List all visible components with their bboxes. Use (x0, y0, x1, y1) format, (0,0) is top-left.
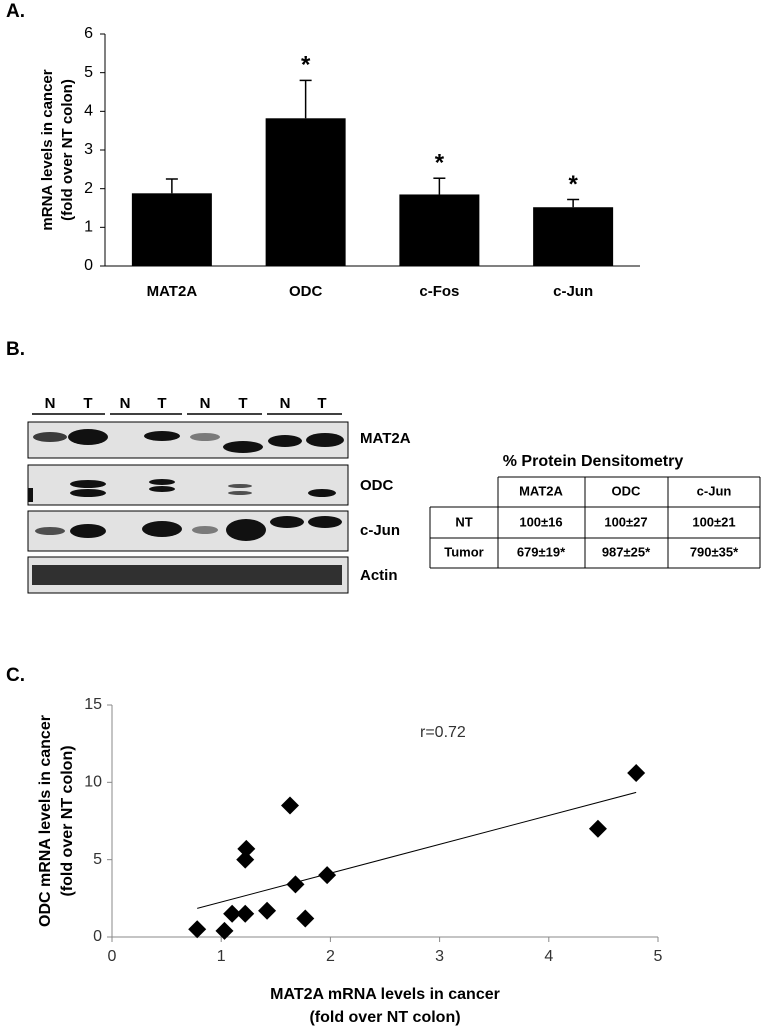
x-tick-label: c-Fos (419, 283, 459, 300)
densitometry-table: % Protein Densitometry MAT2A ODC c-Jun N… (429, 453, 761, 569)
panel-label: A. (6, 1, 25, 22)
lane-label: T (238, 395, 247, 412)
significance-mark: * (301, 52, 311, 79)
y-axis-label: (fold over NT colon) (59, 745, 76, 896)
table-cell: 987±25* (602, 544, 651, 559)
correlation-label: r=0.72 (420, 724, 466, 741)
scatter-point (223, 904, 242, 923)
blot-row-label: ODC (360, 477, 394, 494)
y-axis-label: (fold over NT colon) (59, 79, 76, 221)
scatter-point (188, 920, 207, 939)
x-tick-label: 3 (435, 948, 444, 965)
x-tick-label: 5 (654, 948, 663, 965)
table-cell: NT (455, 514, 472, 529)
significance-mark: * (568, 171, 578, 198)
significance-mark: * (435, 150, 445, 177)
x-tick-label: MAT2A (147, 283, 198, 300)
trend-line (197, 791, 637, 909)
y-tick-label: 5 (93, 851, 102, 868)
table-title: % Protein Densitometry (503, 453, 684, 470)
y-tick-label: 2 (84, 180, 93, 197)
lane-label: N (200, 395, 211, 412)
lane-label: N (280, 395, 291, 412)
scatter-point (627, 764, 646, 783)
lane-label: N (45, 395, 56, 412)
scatter-point (236, 850, 255, 869)
scatter-point (588, 819, 607, 838)
y-tick-label: 5 (84, 64, 93, 81)
lane-label: N (120, 395, 131, 412)
y-tick-label: 3 (84, 141, 93, 158)
x-tick-label: 1 (217, 948, 226, 965)
scatter-point (296, 909, 315, 928)
scatter-point (258, 901, 277, 920)
x-tick-label: 4 (544, 948, 553, 965)
y-tick-label: 1 (84, 219, 93, 236)
y-tick-label: 15 (84, 696, 102, 713)
table-cell: 100±27 (604, 514, 647, 529)
table-cell: 100±21 (692, 514, 735, 529)
western-blot: N T N T N T N T MAT2A ODC c-Jun Actin (27, 395, 411, 594)
y-axis-label: ODC mRNA levels in cancer (37, 715, 54, 927)
scatter-point (236, 904, 255, 923)
scatter-point (280, 796, 299, 815)
y-tick-label: 4 (84, 103, 93, 120)
table-header: ODC (612, 483, 642, 498)
bar (399, 194, 480, 266)
blot-row-label: c-Jun (360, 522, 400, 539)
lane-label: T (157, 395, 166, 412)
y-tick-label: 6 (84, 25, 93, 42)
x-axis-label: MAT2A mRNA levels in cancer (270, 986, 500, 1003)
table-cell: Tumor (444, 544, 483, 559)
scatter-point (286, 875, 305, 894)
table-grid (429, 476, 761, 569)
x-axis-label: (fold over NT colon) (309, 1009, 460, 1026)
y-tick-label: 0 (84, 257, 93, 274)
scatter-point (215, 921, 234, 940)
panel-label: C. (6, 665, 25, 686)
panel-label: B. (6, 339, 25, 360)
lane-label: T (317, 395, 326, 412)
table-cell: 679±19* (517, 544, 566, 559)
blot-row-label: Actin (360, 567, 398, 584)
table-header: MAT2A (519, 483, 563, 498)
scatter-point (318, 866, 337, 885)
x-tick-label: 0 (108, 948, 117, 965)
lane-label: T (83, 395, 92, 412)
bar (131, 193, 212, 266)
x-tick-label: 2 (326, 948, 335, 965)
bands (28, 429, 344, 585)
x-tick-label: ODC (289, 283, 323, 300)
x-tick-label: c-Jun (553, 283, 593, 300)
blot-row-label: MAT2A (360, 430, 411, 447)
table-header: c-Jun (697, 483, 732, 498)
table-cell: 790±35* (690, 544, 739, 559)
y-tick-label: 0 (93, 928, 102, 945)
table-cell: 100±16 (519, 514, 562, 529)
scatter-point (237, 839, 256, 858)
y-axis-label: mRNA levels in cancer (39, 69, 56, 230)
y-tick-label: 10 (84, 774, 102, 791)
bar (533, 207, 614, 266)
bar (265, 118, 346, 266)
